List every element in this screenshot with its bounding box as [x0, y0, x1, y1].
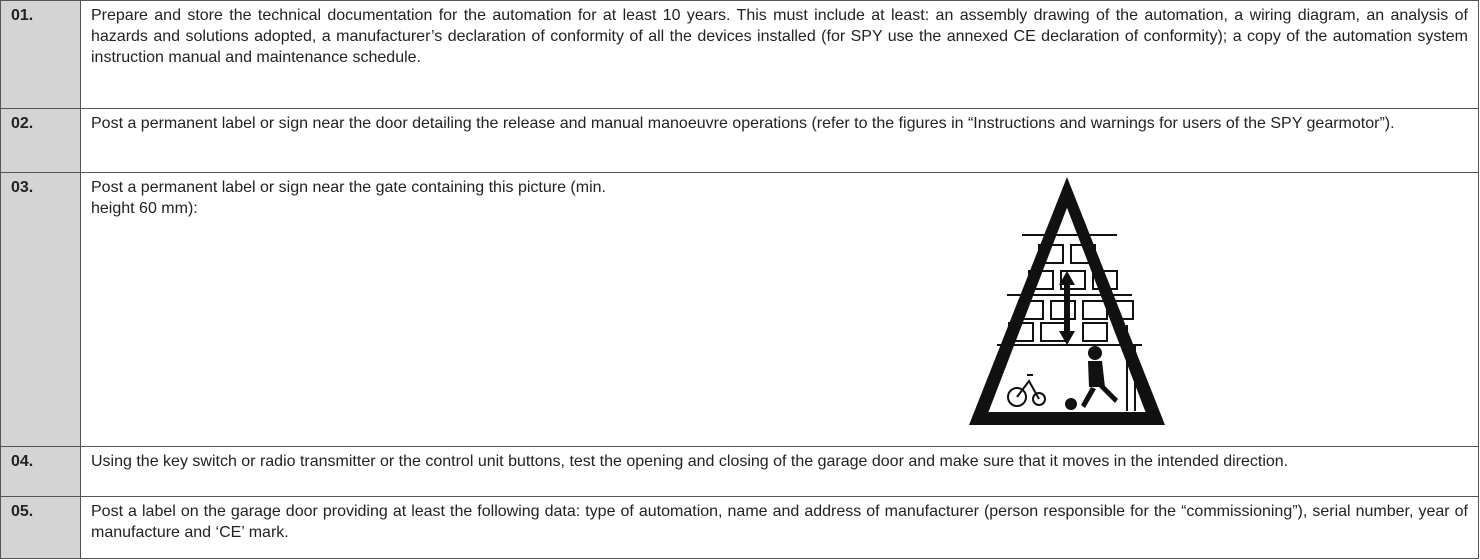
- step-number: 01.: [0, 0, 81, 109]
- warning-sign: [969, 177, 1165, 425]
- row: 04. Using the key switch or radio transmi…: [0, 446, 1479, 497]
- step-number: 04.: [0, 446, 81, 497]
- step-text: Post a label on the garage door providin…: [80, 496, 1479, 559]
- step-number: 02.: [0, 108, 81, 173]
- step-text: Post a permanent label or sign near the …: [80, 108, 1479, 173]
- step-number: 05.: [0, 496, 81, 559]
- step-cell: Post a permanent label or sign near the …: [80, 172, 1479, 447]
- step-text: Using the key switch or radio transmitte…: [80, 446, 1479, 497]
- step-text: Post a permanent label or sign near the …: [91, 179, 606, 217]
- row: 03. Post a permanent label or sign near t…: [0, 172, 1479, 447]
- row: 05. Post a label on the garage door provi…: [0, 496, 1479, 559]
- step-number: 03.: [0, 172, 81, 447]
- row: 01. Prepare and store the technical docum…: [0, 0, 1479, 109]
- step-text: Prepare and store the technical document…: [80, 0, 1479, 109]
- row: 02. Post a permanent label or sign near t…: [0, 108, 1479, 173]
